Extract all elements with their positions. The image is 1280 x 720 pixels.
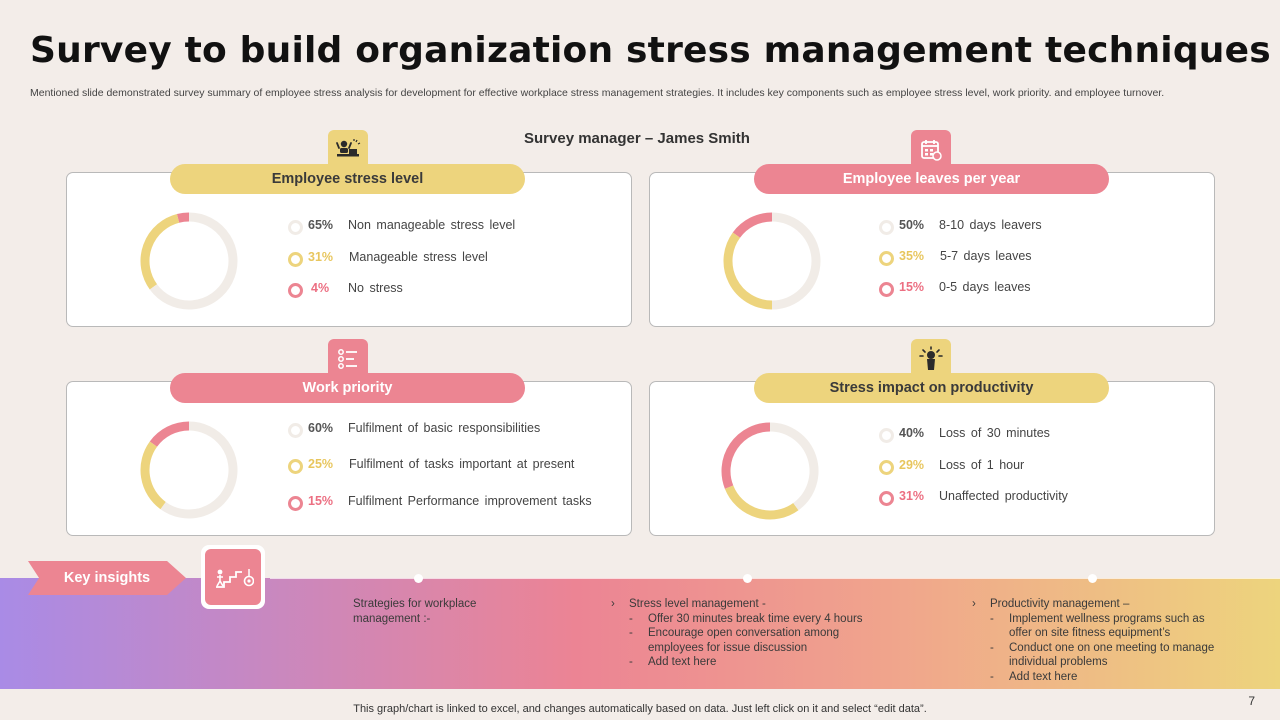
legend-percent: 35% [899, 249, 925, 263]
insight-list-item: Add text here [629, 655, 879, 670]
donut-employee-leaves-per-year[interactable] [720, 209, 824, 313]
insight-list-item: Add text here [990, 670, 1230, 685]
donut-slice[interactable] [149, 421, 190, 447]
donut-slice[interactable] [771, 212, 821, 310]
insight-list-item: Conduct one on one meeting to manage ind… [990, 641, 1230, 670]
legend-marker [879, 220, 894, 235]
legend-label: Manageable stress level [349, 250, 488, 264]
legend-marker [288, 283, 303, 298]
insight-list: Offer 30 minutes break time every 4 hour… [629, 612, 879, 670]
card-work-priority: 60% Fulfilment of basic responsibilities… [66, 381, 632, 536]
stressed-worker-icon [328, 130, 368, 170]
legend-label: Fulfilment of basic responsibilities [348, 421, 541, 435]
insight-list-item: Implement wellness programs such as offe… [990, 612, 1230, 641]
donut-slice[interactable] [160, 421, 238, 519]
legend-marker [879, 282, 894, 297]
chevron-right-icon: › [972, 598, 976, 610]
legend-label: Fulfilment of tasks important at present [349, 457, 575, 471]
key-insights-tag: Key insights [28, 561, 186, 595]
donut-slice[interactable] [732, 212, 773, 238]
legend-marker [879, 491, 894, 506]
legend-label: Non manageable stress level [348, 218, 516, 232]
insight-heading: Strategies for workplace management :- [353, 598, 477, 625]
legend-marker [288, 496, 303, 511]
insight-list-item: Offer 30 minutes break time every 4 hour… [629, 612, 879, 627]
chevron-right-icon: › [611, 598, 615, 610]
donut-stress-impact-on-productivity[interactable] [718, 419, 822, 523]
donut-employee-stress-level[interactable] [137, 209, 241, 313]
page-number: 7 [1248, 694, 1255, 708]
legend-label: No stress [348, 281, 403, 295]
card-stress-impact-on-productivity: 40% Loss of 30 minutes 29% Loss of 1 hou… [649, 381, 1215, 536]
legend-label: 0-5 days leaves [939, 280, 1031, 294]
insight-heading: › Productivity management – [972, 597, 1230, 612]
insight-column-stress-level: › Stress level management - Offer 30 minu… [611, 597, 879, 670]
legend-marker [288, 252, 303, 267]
footer-note: This graph/chart is linked to excel, and… [353, 703, 927, 715]
legend-label: Fulfilment Performance improvement tasks [348, 494, 592, 508]
legend-label: Loss of 30 minutes [939, 426, 1050, 440]
insight-list: Implement wellness programs such as offe… [990, 612, 1230, 685]
card-employee-leaves-per-year: 50% 8-10 days leavers 35% 5-7 days leave… [649, 172, 1215, 327]
insight-column-productivity: › Productivity management – Implement wel… [972, 597, 1230, 685]
legend-label: Unaffected productivity [939, 489, 1068, 503]
legend-label: 8-10 days leavers [939, 218, 1042, 232]
donut-slice[interactable] [176, 212, 190, 223]
priority-list-icon [328, 339, 368, 379]
legend-percent: 15% [308, 494, 334, 508]
card-title-employee-leaves-per-year: Employee leaves per year [754, 164, 1109, 194]
timeline-dot [743, 574, 752, 583]
insight-list-item: Encourage open conversation among employ… [629, 626, 879, 655]
legend-percent: 40% [899, 426, 925, 440]
donut-slice[interactable] [149, 212, 238, 310]
donut-slice[interactable] [721, 422, 771, 489]
legend-percent: 31% [308, 250, 334, 264]
donut-work-priority[interactable] [137, 418, 241, 522]
legend-marker [288, 423, 303, 438]
timeline-dot [1088, 574, 1097, 583]
legend-percent: 31% [899, 489, 925, 503]
legend-marker [879, 251, 894, 266]
donut-slice[interactable] [140, 441, 166, 510]
legend-marker [879, 460, 894, 475]
legend-percent: 60% [308, 421, 334, 435]
page-title: Survey to build organization stress mana… [30, 30, 1271, 71]
legend-marker [879, 428, 894, 443]
legend-marker [288, 220, 303, 235]
donut-slice[interactable] [724, 485, 799, 520]
legend-percent: 50% [899, 218, 925, 232]
legend-percent: 15% [899, 280, 925, 294]
insight-column-strategies: Strategies for workplace management :- [353, 597, 543, 626]
insight-heading-text: Stress level management - [629, 598, 766, 610]
legend-marker [288, 459, 303, 474]
legend-label: Loss of 1 hour [939, 458, 1025, 472]
legend-percent: 25% [308, 457, 334, 471]
calendar-icon [911, 130, 951, 170]
stress-burst-icon [911, 339, 951, 379]
legend-percent: 4% [311, 281, 330, 295]
page-subtitle: Mentioned slide demonstrated survey summ… [30, 87, 1165, 99]
donut-slice[interactable] [723, 232, 773, 310]
insight-heading: › Stress level management - [611, 597, 879, 612]
timeline-dot [414, 574, 423, 583]
legend-percent: 29% [899, 458, 925, 472]
donut-slice[interactable] [140, 214, 180, 290]
insights-divider [270, 578, 1280, 579]
career-steps-icon [201, 545, 265, 609]
insight-heading-text: Productivity management – [990, 598, 1130, 610]
legend-percent: 65% [308, 218, 334, 232]
card-employee-stress-level: 65% Non manageable stress level 31% Mana… [66, 172, 632, 327]
survey-manager: Survey manager – James Smith [524, 130, 750, 147]
legend-label: 5-7 days leaves [940, 249, 1032, 263]
donut-slice[interactable] [769, 422, 819, 511]
